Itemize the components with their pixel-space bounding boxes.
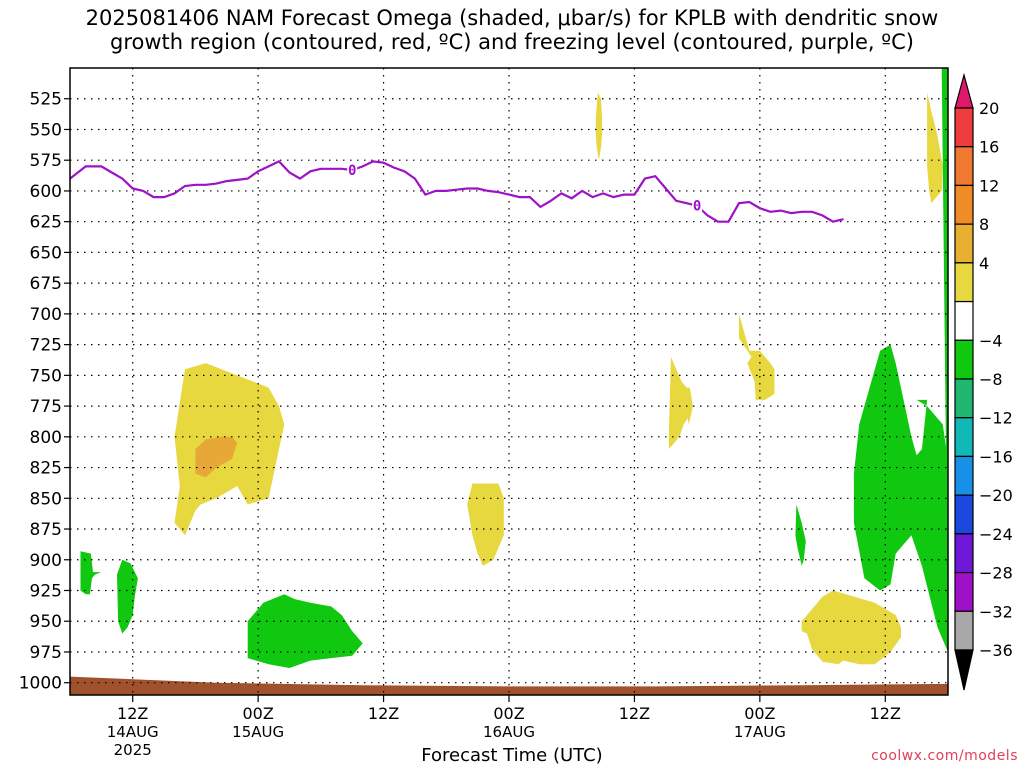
- chart-title-line-2: growth region (contoured, red, ºC) and f…: [110, 30, 914, 54]
- y-tick-label-675: 675: [30, 274, 62, 294]
- omega-region-2: [195, 436, 238, 478]
- y-tick-label-650: 650: [30, 243, 62, 263]
- omega-shaded-regions: [80, 68, 948, 668]
- freezing-label-bg-2: [692, 197, 703, 214]
- x-tick-label-66: 00Z: [744, 704, 775, 723]
- x-tick-label-18: 00Z: [242, 704, 273, 723]
- chart-title: 2025081406 NAM Forecast Omega (shaded, μ…: [0, 6, 1024, 54]
- y-tick-label-550: 550: [30, 120, 62, 140]
- x-tick-sublabel-42-1: 16AUG: [483, 723, 535, 741]
- colorbar-swatch-11: [954, 494, 974, 535]
- y-tick-label-525: 525: [30, 90, 62, 110]
- freezing-label-bg-3: [901, 0, 911, 16]
- y-tick-label-850: 850: [30, 489, 62, 509]
- colorbar-swatch-14: [954, 610, 974, 651]
- x-tick-sublabel-66-1: 17AUG: [734, 723, 786, 741]
- colorbar-swatch-13: [954, 571, 974, 612]
- y-tick-label-625: 625: [30, 213, 62, 233]
- colorbar-swatch-6: [954, 300, 974, 341]
- omega-region-13: [853, 344, 948, 652]
- colorbar-swatch-7: [954, 339, 974, 380]
- colorbar-label-4: 8: [979, 215, 989, 234]
- y-tick-label-750: 750: [30, 366, 62, 386]
- colorbar-label-6: −4: [979, 331, 1003, 350]
- omega-region-5: [739, 313, 775, 400]
- y-tick-label-1000: 1000: [19, 674, 62, 694]
- y-tick-label-950: 950: [30, 612, 62, 632]
- colorbar-swatch-1: [954, 107, 974, 148]
- y-axis: 525 550 575 600 625 650 675 700 725 750 775 800 825 8…: [19, 90, 70, 694]
- terrain-polygon: [70, 676, 948, 695]
- colorbar-label-7: −8: [979, 370, 1003, 389]
- colorbar-label-11: −24: [979, 525, 1013, 544]
- colorbar-bottom-arrow: [954, 649, 974, 691]
- freezing-label-3: 0: [902, 0, 910, 4]
- x-tick-label-6: 12Z: [117, 704, 148, 723]
- y-tick-label-700: 700: [30, 305, 62, 325]
- freezing-label-1: 0: [348, 163, 356, 179]
- omega-region-12: [795, 504, 806, 566]
- omega-region-4: [668, 356, 693, 450]
- colorbar-swatch-12: [954, 533, 974, 574]
- x-tick-label-30: 12Z: [368, 704, 399, 723]
- y-tick-label-875: 875: [30, 520, 62, 540]
- chart-title-line-1: 2025081406 NAM Forecast Omega (shaded, μ…: [85, 6, 939, 30]
- x-tick-sublabel-6-2: 2025: [114, 741, 152, 759]
- colorbar-top-arrow: [954, 72, 974, 109]
- colorbar-label-13: −32: [979, 602, 1013, 621]
- colorbar-label-5: 4: [979, 254, 989, 273]
- colorbar-label-9: −16: [979, 447, 1013, 466]
- omega-region-11: [247, 594, 363, 668]
- x-tick-sublabel-18-1: 15AUG: [232, 723, 284, 741]
- freezing-level-contour: 0 0 0: [70, 0, 911, 223]
- site-credit: coolwx.com/models: [871, 748, 1018, 764]
- colorbar-swatch-5: [954, 262, 974, 303]
- colorbar-swatch-10: [954, 455, 974, 496]
- freezing-label-2: 0: [693, 199, 701, 215]
- omega-region-10: [117, 559, 138, 634]
- omega-region-3: [467, 483, 504, 566]
- x-tick-sublabel-6-1: 14AUG: [107, 723, 159, 741]
- omega-region-8: [801, 590, 901, 665]
- x-tick-label-42: 00Z: [493, 704, 524, 723]
- colorbar-swatch-3: [954, 184, 974, 225]
- x-axis-title: Forecast Time (UTC): [421, 745, 603, 766]
- omega-region-9: [80, 551, 102, 595]
- omega-region-14: [941, 68, 948, 634]
- y-tick-label-975: 975: [30, 643, 62, 663]
- colorbar-swatch-4: [954, 223, 974, 264]
- y-tick-label-925: 925: [30, 582, 62, 602]
- y-tick-label-600: 600: [30, 182, 62, 202]
- y-tick-label-775: 775: [30, 397, 62, 417]
- colorbar-label-3: 12: [979, 176, 999, 195]
- y-tick-label-825: 825: [30, 459, 62, 479]
- omega-region-6: [595, 92, 602, 161]
- omega-region-7: [927, 92, 943, 204]
- colorbar-label-14: −36: [979, 641, 1013, 660]
- colorbar-swatch-9: [954, 417, 974, 458]
- freezing-level-line: [70, 160, 844, 223]
- colorbar-label-1: 20: [979, 99, 999, 118]
- colorbar-label-12: −28: [979, 564, 1013, 583]
- x-tick-label-78: 12Z: [870, 704, 901, 723]
- colorbar-swatch-8: [954, 378, 974, 419]
- y-tick-label-800: 800: [30, 428, 62, 448]
- colorbar-label-8: −12: [979, 409, 1013, 428]
- y-tick-label-900: 900: [30, 551, 62, 571]
- y-tick-label-725: 725: [30, 336, 62, 356]
- y-tick-label-575: 575: [30, 151, 62, 171]
- freezing-label-bg-1: [347, 162, 358, 179]
- colorbar-label-2: 16: [979, 138, 999, 157]
- colorbar: 20 16 12 8 4 −4 −8 −12 −16 −20 −24 −28 −32 −36: [954, 72, 1013, 691]
- colorbar-swatch-2: [954, 146, 974, 187]
- terrain-fill: [70, 676, 948, 695]
- x-tick-label-54: 12Z: [619, 704, 650, 723]
- colorbar-label-10: −20: [979, 486, 1013, 505]
